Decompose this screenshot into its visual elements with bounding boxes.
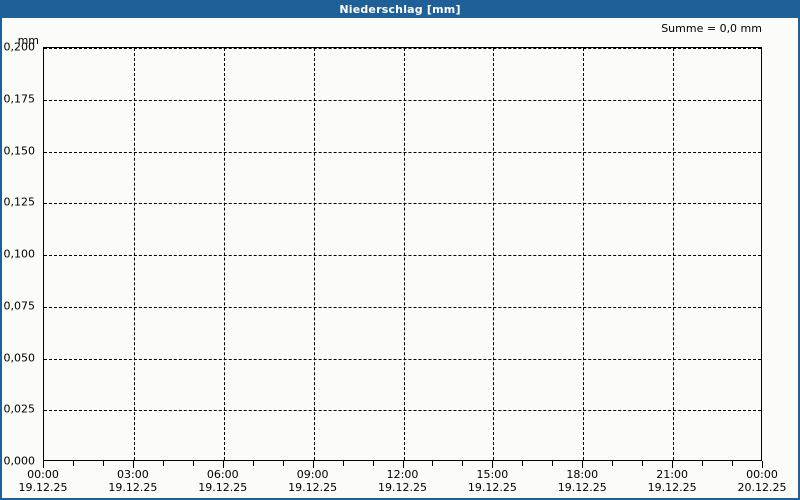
- gridline-horizontal: [44, 99, 761, 101]
- x-axis-major-tick: [672, 461, 674, 468]
- gridline-horizontal: [44, 255, 761, 256]
- sum-annotation: Summe = 0,0 mm: [661, 22, 762, 35]
- gridline-horizontal: [44, 203, 761, 205]
- x-axis-minor-tick: [462, 461, 464, 466]
- x-axis-minor-tick: [552, 461, 554, 466]
- y-axis-tick-label: 0,150: [3, 144, 36, 157]
- y-axis-tick-label: 0,100: [3, 247, 36, 261]
- gridline-vertical: [223, 48, 225, 460]
- x-axis-tick-label: 03:00 19.12.25: [93, 468, 173, 494]
- y-axis-tick-label: 0,025: [3, 402, 36, 416]
- x-axis-tick-time: 00:00: [27, 468, 59, 481]
- x-axis-minor-tick: [612, 461, 614, 466]
- x-axis-tick-date: 19.12.25: [557, 481, 607, 494]
- gridline-horizontal: [44, 151, 761, 153]
- y-axis-tick-label: 0,200: [3, 40, 36, 54]
- y-axis-unit-label: mm: [17, 34, 39, 47]
- x-axis-minor-tick: [282, 461, 284, 466]
- y-axis-tick-label: 0,000: [3, 454, 36, 468]
- x-axis-tick-label: 18:00 19.12.25: [542, 468, 622, 494]
- x-axis-major-tick: [492, 461, 494, 468]
- gridline-vertical: [133, 48, 135, 460]
- x-axis-minor-tick: [702, 461, 704, 466]
- x-axis-tick-date: 19.12.25: [288, 481, 338, 494]
- gridline-horizontal: [44, 306, 761, 308]
- x-axis-tick-date: 19.12.25: [378, 481, 427, 494]
- gridline-horizontal: [44, 48, 761, 49]
- x-axis-tick-label: 00:00 19.12.25: [3, 468, 83, 494]
- x-axis-major-tick: [132, 461, 134, 468]
- x-axis-tick-label: 00:00 20.12.25: [722, 468, 798, 494]
- x-axis-tick-time: 09:00: [296, 468, 329, 481]
- x-axis-minor-tick: [102, 461, 104, 466]
- plot-area: [43, 47, 762, 461]
- gridline-vertical: [583, 48, 585, 460]
- y-axis-tick-label: 0,125: [3, 195, 36, 209]
- gridline-horizontal: [44, 410, 761, 412]
- x-axis-tick-label: 12:00 19.12.25: [363, 468, 443, 494]
- gridline-vertical: [403, 48, 405, 460]
- x-axis-tick-time: 15:00: [476, 468, 509, 481]
- x-axis-tick-time: 21:00: [656, 468, 688, 481]
- x-axis-major-tick: [222, 461, 224, 468]
- page-title: Niederschlag [mm]: [339, 2, 461, 16]
- x-axis-minor-tick: [72, 461, 74, 466]
- x-axis-tick-date: 19.12.25: [108, 481, 158, 494]
- gridline-vertical: [673, 48, 675, 460]
- x-axis-major-tick: [402, 461, 404, 468]
- x-axis-tick-time: 12:00: [386, 468, 419, 481]
- y-axis-tick-label: 0,175: [3, 92, 36, 106]
- x-axis-tick-label: 15:00 19.12.25: [452, 468, 532, 494]
- gridline-vertical: [313, 48, 315, 460]
- x-axis-major-tick: [43, 461, 44, 468]
- x-axis-tick-label: 21:00 19.12.25: [632, 468, 712, 494]
- x-axis-tick-date: 19.12.25: [198, 481, 248, 494]
- x-axis-tick-date: 19.12.25: [647, 481, 697, 494]
- x-axis-minor-tick: [432, 461, 434, 466]
- x-axis-tick-date: 19.12.25: [18, 481, 68, 494]
- x-axis-tick-time: 00:00: [746, 468, 778, 481]
- y-axis-tick-label: 0,075: [3, 299, 36, 313]
- x-axis-minor-tick: [642, 461, 644, 466]
- x-axis-minor-tick: [252, 461, 254, 466]
- x-axis-tick-time: 06:00: [206, 468, 239, 481]
- y-axis-tick-label: 0,050: [3, 351, 36, 364]
- x-axis-tick-label: 06:00 19.12.25: [183, 468, 263, 494]
- x-axis-major-tick: [582, 461, 584, 468]
- x-axis-minor-tick: [522, 461, 524, 466]
- x-axis-minor-tick: [372, 461, 374, 466]
- x-axis-tick-time: 18:00: [566, 468, 599, 481]
- x-axis-minor-tick: [732, 461, 734, 466]
- window-title-bar: Niederschlag [mm]: [2, 0, 798, 18]
- x-axis-tick-date: 20.12.25: [737, 481, 787, 494]
- gridline-vertical: [493, 48, 495, 460]
- x-axis-tick-date: 19.12.25: [467, 481, 517, 494]
- x-axis-minor-tick: [162, 461, 164, 466]
- gridline-horizontal: [44, 358, 761, 360]
- x-axis-minor-tick: [342, 461, 344, 466]
- x-axis-major-tick: [312, 461, 314, 468]
- x-axis-major-tick: [762, 461, 763, 468]
- x-axis-tick-label: 09:00 19.12.25: [273, 468, 353, 494]
- x-axis-tick-time: 03:00: [117, 468, 149, 481]
- x-axis-minor-tick: [192, 461, 194, 466]
